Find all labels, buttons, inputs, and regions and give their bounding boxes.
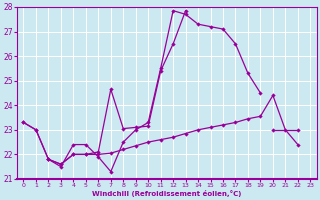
X-axis label: Windchill (Refroidissement éolien,°C): Windchill (Refroidissement éolien,°C) [92, 190, 242, 197]
